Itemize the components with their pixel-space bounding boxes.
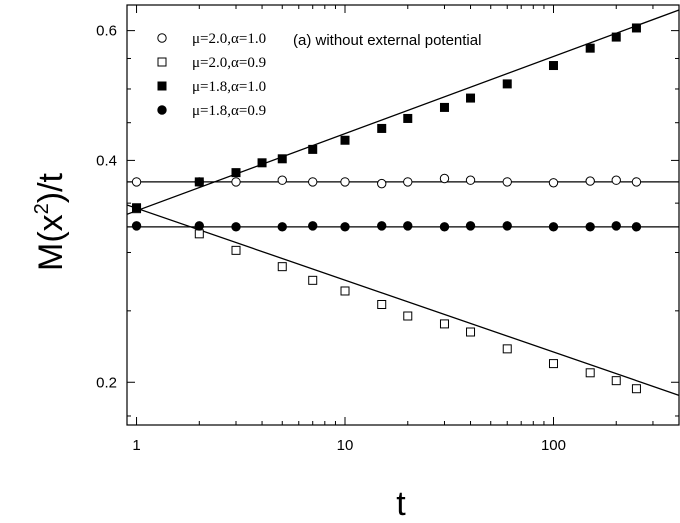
legend-marker-3 [157,81,167,91]
data-point-series-2 [231,245,241,255]
legend-label-4: μ=1.8,α=0.9 [192,103,266,119]
x-axis: 1 10 100 [132,5,680,454]
data-point-series-1 [131,177,142,187]
data-point-series-3 [231,168,241,178]
data-point-series-2 [611,376,621,386]
data-point-series-2 [194,229,204,239]
data-point-series-2 [277,262,287,272]
y-axis-title-sup: 2 [31,203,53,214]
data-point-series-1 [377,178,387,189]
legend-marker-4 [157,105,167,115]
data-point-series-1 [277,175,287,185]
data-point-series-3 [340,135,350,145]
data-point-series-1 [403,177,413,187]
data-point-series-4 [194,221,204,231]
data-point-series-1 [611,175,621,185]
data-point-series-4 [277,222,287,232]
x-tick-label: 10 [337,437,354,454]
data-point-series-2 [585,368,595,378]
data-point-series-4 [585,222,595,232]
annotation: (a) without external potential [293,32,481,49]
legend-marker-2 [157,57,167,67]
data-point-series-2 [548,359,558,369]
legend-marker-1 [157,33,167,43]
data-point-series-1 [631,177,642,187]
data-point-series-3 [403,113,413,123]
data-point-series-4 [465,221,476,231]
data-point-series-2 [403,311,413,321]
data-point-series-1 [439,173,450,184]
data-point-series-2 [340,286,350,296]
data-point-series-1 [340,177,350,187]
data-point-series-4 [131,221,142,231]
data-point-series-3 [132,203,142,213]
data-point-series-3 [585,43,595,53]
data-point-series-4 [502,221,512,231]
y-axis: 0.2 0.4 0.6 [96,23,679,417]
legend-label-1: μ=2.0,α=1.0 [192,31,266,47]
data-point-series-4 [403,221,413,231]
legend-label-3: μ=1.8,α=1.0 [192,79,266,95]
data-point-series-4 [548,222,559,232]
data-point-series-3 [257,158,267,168]
data-point-series-3 [439,102,449,112]
x-tick-label: 1 [132,437,140,454]
data-point-series-2 [439,319,449,329]
data-point-series-4 [308,221,318,231]
data-point-series-3 [502,79,512,89]
data-point-series-4 [439,222,450,232]
data-point-series-2 [308,275,318,285]
data-point-series-2 [502,344,512,354]
plot-frame [126,4,680,426]
data-point-series-2 [466,327,476,337]
data-point-series-3 [631,23,641,33]
data-point-series-1 [502,177,512,187]
data-point-series-3 [611,32,621,42]
fit-line-2 [126,204,680,396]
data-point-series-4 [611,221,621,231]
data-point-series-4 [231,222,241,232]
data-point-series-4 [340,222,350,232]
legend: μ=2.0,α=1.0 μ=2.0,α=0.9 μ=1.8,α=1.0 μ=1.8,α… [157,31,266,119]
data-point-series-3 [377,123,387,133]
data-point-series-4 [377,221,387,231]
y-tick-label: 0.2 [96,374,117,391]
legend-label-2: μ=2.0,α=0.9 [192,55,266,71]
data-point-series-1 [465,175,476,185]
data-point-series-1 [585,176,595,186]
data-point-series-3 [466,93,476,103]
data-point-series-4 [631,222,642,232]
data-point-series-1 [308,177,318,187]
data-point-series-3 [308,144,318,154]
y-axis-title: M(x2)/t [31,172,70,271]
data-point-series-3 [194,177,204,187]
y-tick-label: 0.4 [96,152,117,169]
data-point-series-3 [548,61,558,71]
data-points [131,23,642,394]
y-tick-label: 0.6 [96,23,117,40]
data-point-series-3 [277,154,287,164]
data-point-series-1 [231,177,241,187]
x-tick-label: 100 [541,437,566,454]
y-axis-title-end: )/t [32,172,70,203]
x-axis-title: t [396,485,406,523]
y-axis-title-main: M(x [32,214,70,271]
data-point-series-2 [631,384,641,394]
data-point-series-1 [548,178,559,188]
data-point-series-2 [377,299,387,309]
